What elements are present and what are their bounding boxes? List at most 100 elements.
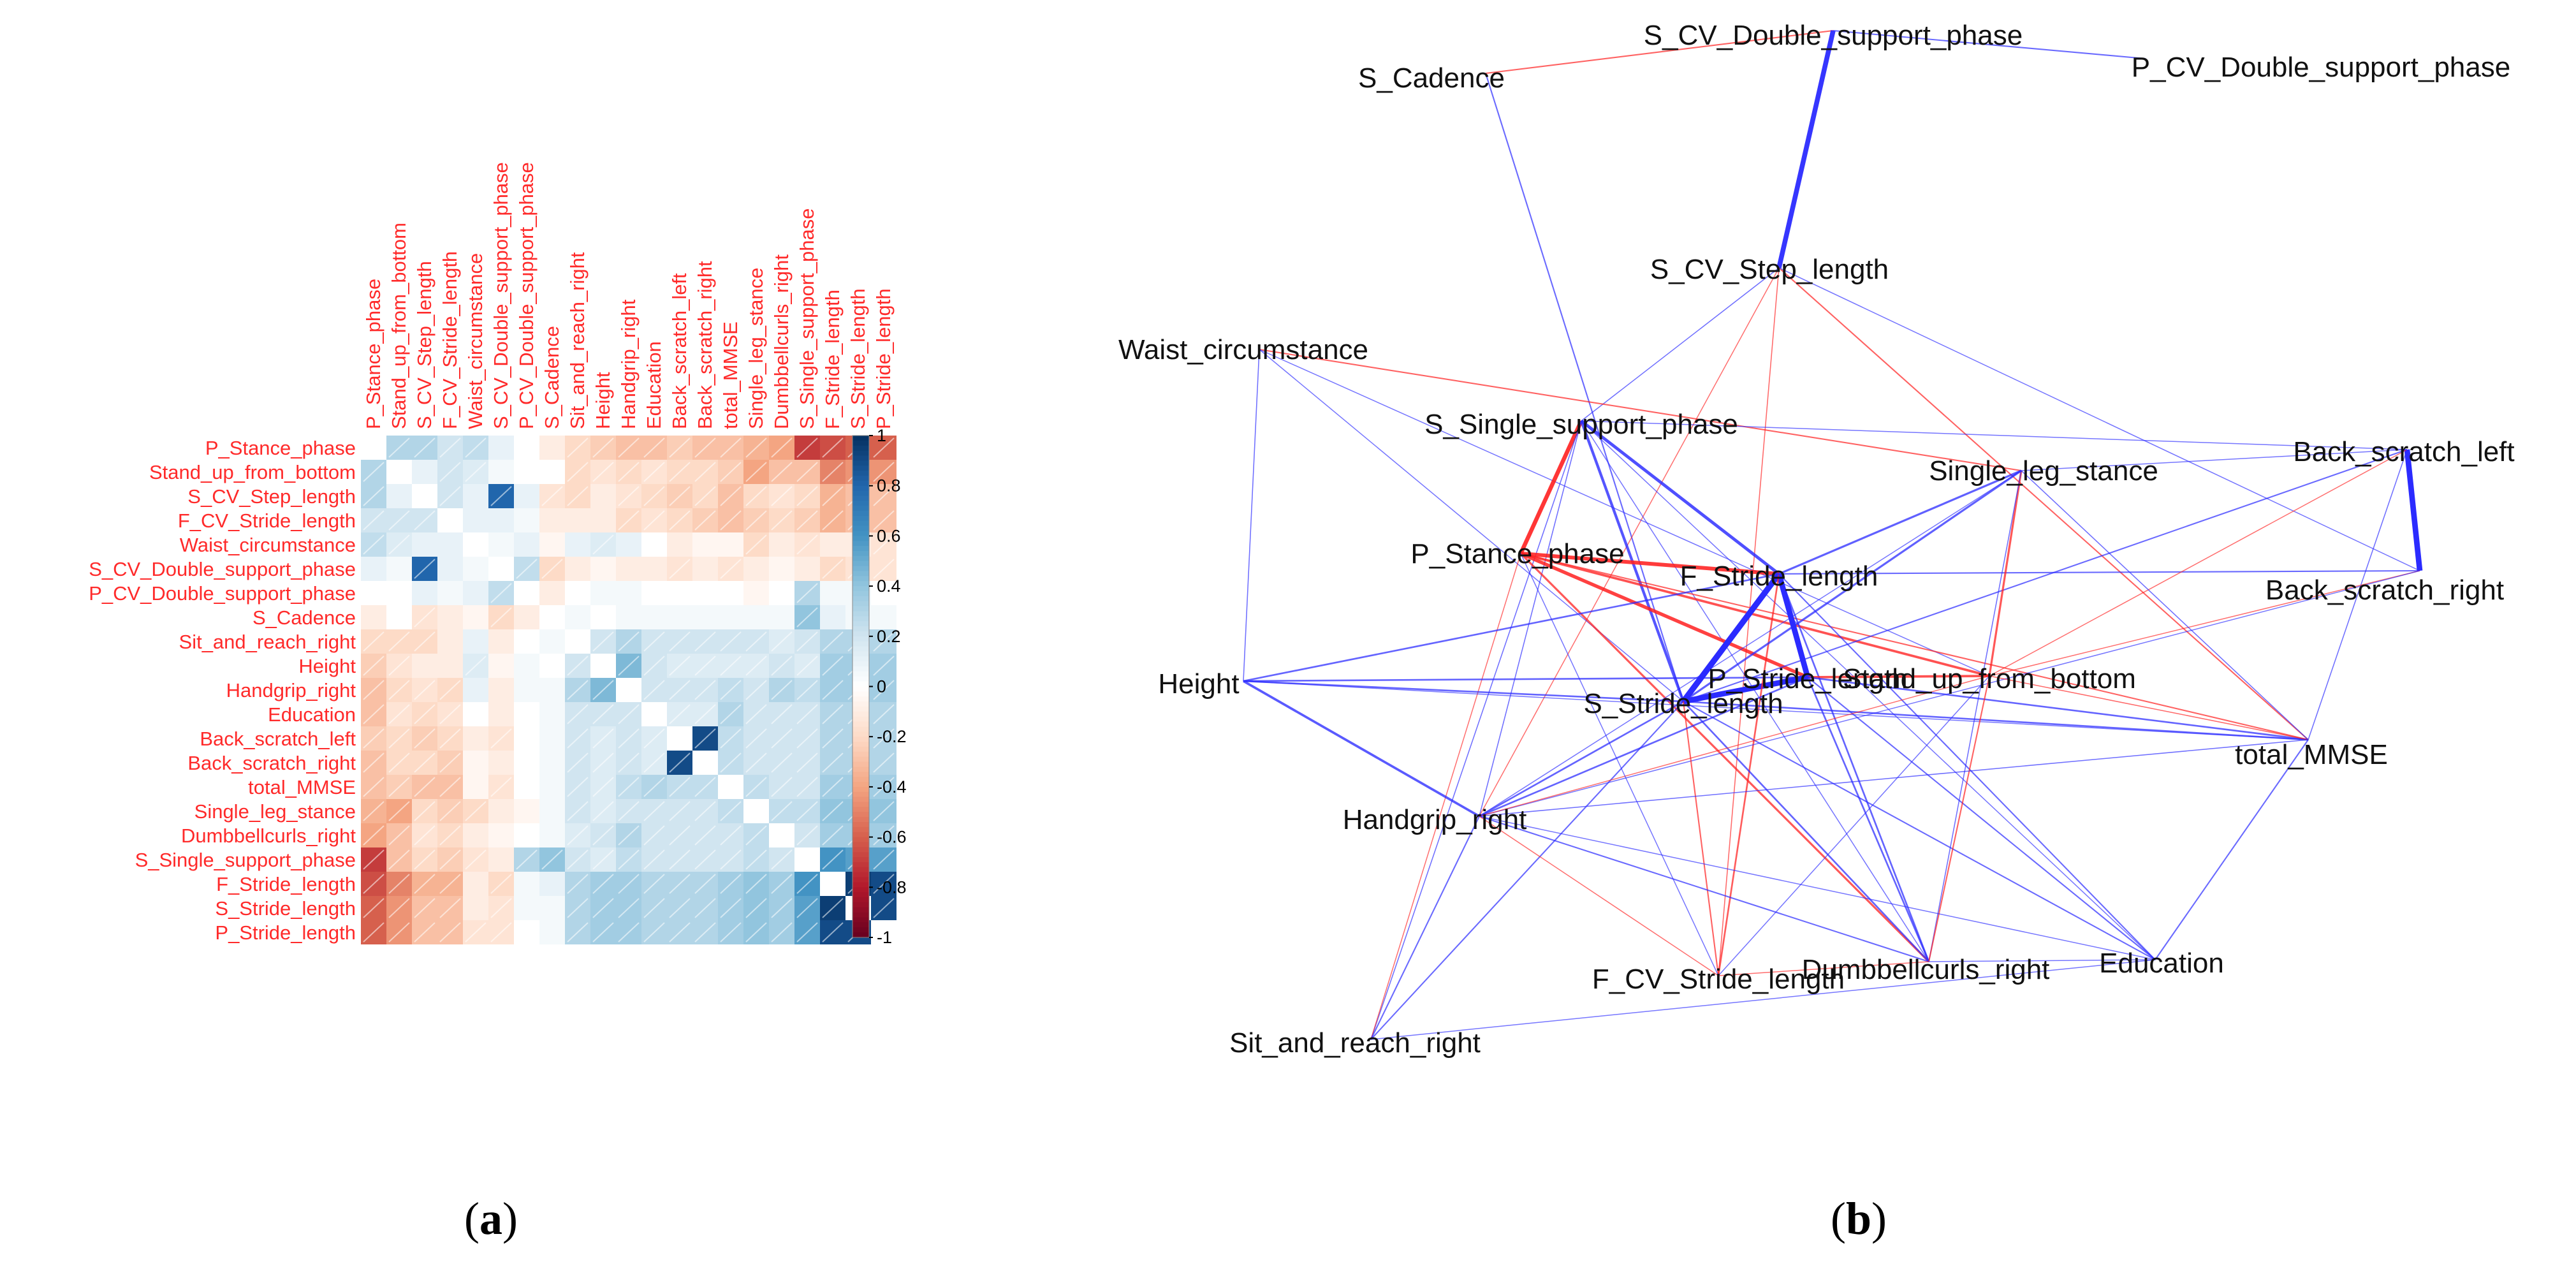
heatmap-cell-hatch (694, 462, 716, 482)
colorbar-segment (853, 621, 869, 627)
heatmap-cell (539, 872, 565, 896)
heatmap-cell-hatch (439, 874, 461, 894)
heatmap-cell (871, 605, 896, 629)
heatmap-cell (412, 654, 437, 678)
caption-b: (b) (1831, 1193, 1887, 1244)
heatmap-cell-hatch (720, 898, 742, 918)
heatmap-cell-hatch (414, 752, 435, 773)
colorbar-segment (853, 551, 869, 557)
heatmap-cell-hatch (720, 849, 742, 870)
heatmap-cell-hatch (414, 898, 435, 918)
colorbar-segment (853, 711, 869, 717)
colorbar-segment (853, 501, 869, 506)
node-label-s-cv-step-length: S_CV_Step_length (1650, 254, 1889, 285)
heatmap-cell (514, 508, 539, 532)
row-label-waist-circumstance: Waist_circumstance (180, 534, 356, 556)
colorbar-segment (853, 777, 869, 782)
edge-s-cadence--s-stride-length (1484, 73, 1685, 702)
colorbar-segment (853, 471, 869, 476)
heatmap-cell-hatch (490, 728, 512, 749)
heatmap-cell-hatch (669, 874, 691, 894)
colorbar-segment (853, 721, 869, 728)
heatmap-cell-hatch (669, 680, 691, 700)
edge-back-scratch-left--stand-up-from-bottom (1989, 449, 2408, 677)
edge-f-stride-length--s-stride-length (1681, 572, 1782, 703)
colorbar-tick-label: 0.8 (877, 476, 901, 495)
heatmap-cell-hatch (822, 898, 844, 918)
heatmap-cell-hatch (388, 898, 410, 918)
heatmap-cell-hatch (796, 583, 818, 603)
heatmap-cell-hatch (694, 849, 716, 870)
heatmap-cell-hatch (745, 922, 767, 943)
heatmap-cell-hatch (363, 825, 384, 846)
edge-p-stance-phase--total-mmse (1520, 552, 2309, 741)
edge-p-stance-phase--stand-up-from-bottom (1520, 552, 1990, 677)
heatmap-cell-hatch (669, 486, 691, 506)
heatmap-cell (514, 484, 539, 508)
heatmap-cell (590, 581, 616, 605)
col-label-s-stride-length: S_Stride_length (847, 288, 869, 429)
heatmap-cell-hatch (439, 801, 461, 821)
heatmap-cell-hatch (541, 559, 563, 579)
heatmap-cell-hatch (669, 656, 691, 676)
col-label-height: Height (592, 372, 614, 429)
heatmap-cell-hatch (771, 898, 793, 918)
heatmap-cell-hatch (567, 462, 589, 482)
heatmap-cell-hatch (771, 704, 793, 724)
colorbar-segment (853, 796, 869, 803)
edge-height--handgrip-right (1243, 680, 1480, 818)
heatmap-cell-hatch (567, 874, 589, 894)
heatmap-cell-hatch (745, 486, 767, 506)
heatmap-cell (616, 678, 641, 702)
heatmap-cell-hatch (465, 656, 487, 676)
heatmap-column-labels: P_Stance_phase Stand_up_from_bottom S_CV_S… (362, 162, 895, 429)
heatmap-cell-hatch (414, 728, 435, 749)
colorbar-segment (853, 591, 869, 597)
colorbar-segment (853, 737, 869, 742)
colorbar-segment (853, 520, 869, 527)
heatmap-cell-hatch (439, 777, 461, 797)
colorbar-segment (853, 641, 869, 647)
heatmap-cell (463, 678, 488, 702)
edge-p-stance-phase--p-stride-length (1519, 552, 1809, 679)
node-label-handgrip-right: Handgrip_right (1343, 804, 1527, 835)
heatmap-cell (565, 532, 590, 557)
col-label-waist-circumstance: Waist_circumstance (464, 253, 487, 429)
edge-single-leg-stance--stand-up-from-bottom (1988, 470, 2023, 677)
heatmap-cell (565, 581, 590, 605)
row-label-f-stride-length: F_Stride_length (216, 873, 356, 895)
heatmap-cell-hatch (414, 680, 435, 700)
heatmap-cell-hatch (873, 656, 895, 676)
heatmap-cell (590, 557, 616, 581)
edge-s-stride-length--dumbbellcurls-right (1683, 701, 1929, 962)
edge-s-cv-step-length--s-single-support-phase (1581, 267, 1780, 422)
col-label-p-stance-phase: P_Stance_phase (362, 279, 384, 429)
colorbar-segment (853, 475, 869, 481)
heatmap-cell (514, 605, 539, 629)
caption-a: (a) (464, 1193, 518, 1244)
colorbar-segment (853, 495, 869, 501)
heatmap-cell-hatch (618, 777, 640, 797)
heatmap-cell-hatch (618, 728, 640, 749)
heatmap-cell (488, 436, 514, 460)
heatmap-cell (463, 629, 488, 654)
row-label-handgrip-right: Handgrip_right (226, 679, 356, 701)
heatmap-cell (514, 460, 539, 484)
heatmap-cell-hatch (873, 704, 895, 724)
heatmap-cell-hatch (465, 801, 487, 821)
heatmap-cell (514, 872, 539, 896)
heatmap-cell-hatch (414, 922, 435, 943)
heatmap-cell (488, 654, 514, 678)
heatmap-cell-hatch (720, 559, 742, 579)
heatmap-cell-hatch (720, 656, 742, 676)
heatmap-cell-hatch (618, 704, 640, 724)
node-label-s-cv-double-support-phase: S_CV_Double_support_phase (1644, 20, 2023, 51)
heatmap-cell (361, 557, 386, 581)
heatmap-cell-hatch (414, 559, 435, 579)
heatmap-cell (386, 484, 412, 508)
row-label-p-stride-length: P_Stride_length (215, 921, 356, 944)
heatmap-cell-hatch (873, 777, 895, 797)
heatmap-cell-hatch (363, 704, 384, 724)
heatmap-cell (539, 581, 565, 605)
heatmap-cell (565, 605, 590, 629)
